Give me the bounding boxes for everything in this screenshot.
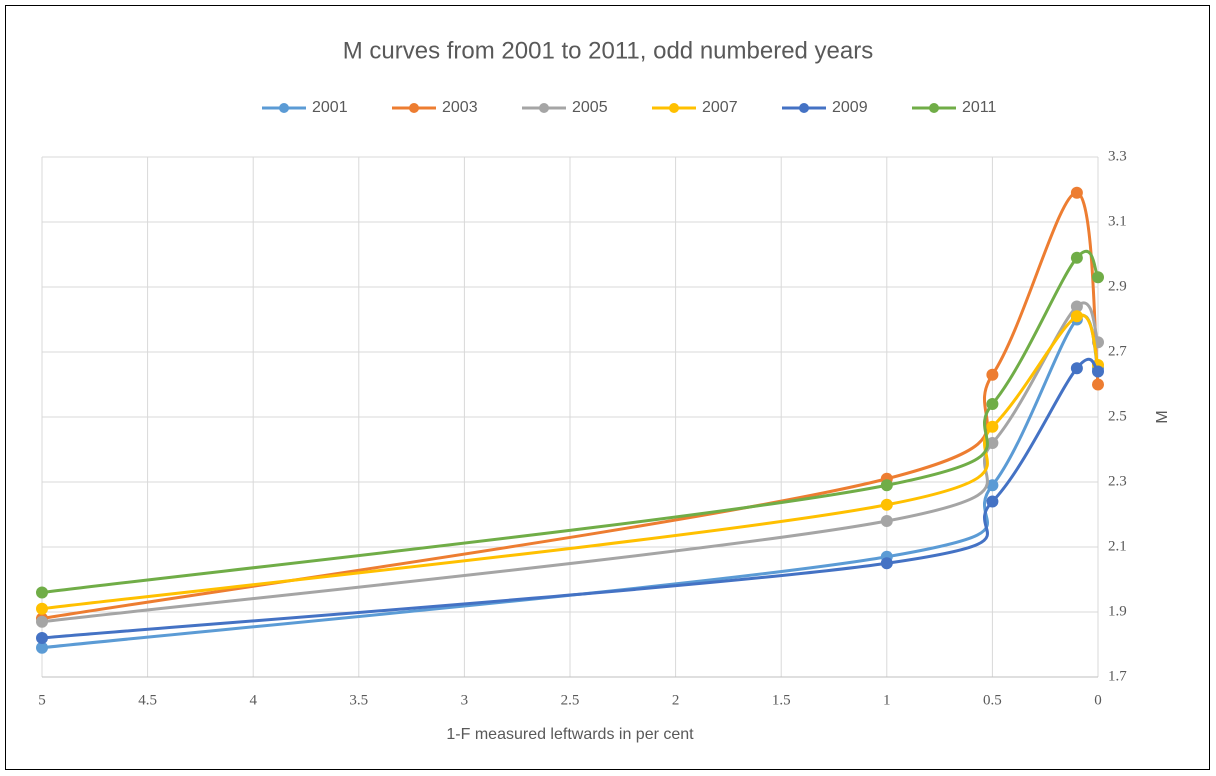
data-point <box>36 641 48 654</box>
y-tick-label: 1.9 <box>1108 603 1127 619</box>
x-tick-label: 5 <box>38 692 46 708</box>
legend-marker <box>409 103 419 113</box>
data-point <box>986 420 999 433</box>
y-tick-label: 2.5 <box>1108 408 1127 424</box>
data-point <box>1092 271 1104 284</box>
data-point <box>1070 186 1083 199</box>
data-point <box>36 615 48 628</box>
legend-label: 2001 <box>312 99 348 116</box>
legend-marker <box>669 103 679 113</box>
chart-frame <box>5 5 1210 770</box>
series-line <box>41 358 1100 640</box>
data-point <box>880 479 893 492</box>
data-point <box>880 557 893 570</box>
x-tick-label: 1 <box>883 692 891 708</box>
legend-label: 2007 <box>702 99 738 116</box>
data-point <box>1070 310 1083 323</box>
x-tick-label: 0 <box>1094 692 1102 708</box>
y-tick-label: 3.3 <box>1108 148 1127 164</box>
x-tick-label: 2 <box>672 692 680 708</box>
legend-label: 2011 <box>962 99 997 116</box>
y-tick-label: 3.1 <box>1108 213 1127 229</box>
x-axis-title: 1-F measured leftwards in per cent <box>446 726 694 743</box>
y-tick-label: 1.7 <box>1108 668 1127 684</box>
data-point <box>1070 251 1083 264</box>
x-tick-label: 1.5 <box>772 692 791 708</box>
data-point <box>880 498 893 511</box>
data-point <box>36 632 48 644</box>
y-tick-label: 2.9 <box>1108 278 1127 294</box>
data-point <box>1092 378 1104 391</box>
data-point <box>986 495 999 508</box>
data-point <box>1092 365 1104 378</box>
data-point <box>1070 300 1083 313</box>
data-point <box>986 368 999 381</box>
legend-label: 2003 <box>442 99 478 116</box>
y-tick-label: 2.1 <box>1108 538 1127 554</box>
data-point <box>986 437 999 449</box>
y-axis-title: M <box>1154 410 1171 423</box>
data-point <box>986 479 999 492</box>
data-point <box>36 602 48 615</box>
data-point <box>880 515 893 527</box>
legend-marker <box>539 103 549 113</box>
data-point <box>986 398 999 410</box>
data-point <box>36 586 48 599</box>
series-line <box>41 249 1100 594</box>
legend-label: 2009 <box>832 99 868 116</box>
y-tick-label: 2.3 <box>1108 473 1127 489</box>
x-tick-label: 4 <box>249 692 257 708</box>
x-tick-label: 3 <box>461 692 469 708</box>
x-tick-label: 0.5 <box>983 692 1002 708</box>
x-tick-label: 3.5 <box>349 692 368 708</box>
legend-marker <box>929 103 939 113</box>
legend-label: 2005 <box>572 99 608 116</box>
x-tick-label: 2.5 <box>561 692 580 708</box>
chart-title: M curves from 2001 to 2011, odd numbered… <box>343 37 874 64</box>
series-line <box>41 301 1100 624</box>
legend-marker <box>799 103 809 113</box>
y-tick-label: 2.7 <box>1108 343 1127 359</box>
data-point <box>1070 362 1083 375</box>
x-tick-label: 4.5 <box>138 692 157 708</box>
legend-marker <box>279 103 289 113</box>
